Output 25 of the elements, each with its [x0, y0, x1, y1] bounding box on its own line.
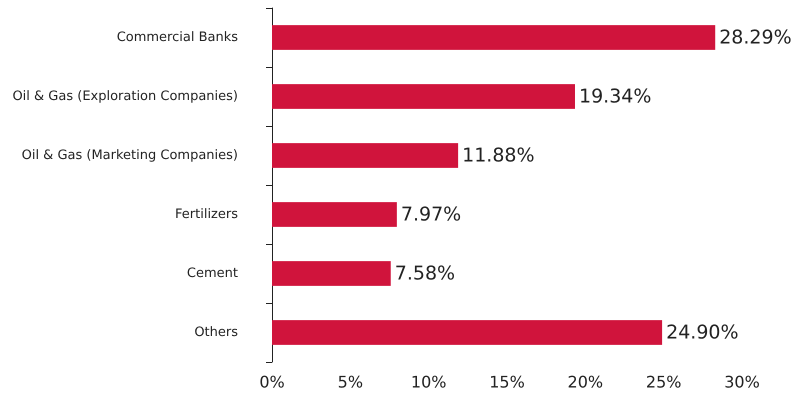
y-tick-label: Others — [194, 325, 238, 340]
data-label: 28.29% — [719, 26, 792, 48]
bar — [272, 320, 662, 345]
bar — [272, 84, 575, 109]
data-label: 19.34% — [578, 86, 652, 108]
bar — [272, 202, 397, 227]
x-tick-label: 25% — [646, 372, 682, 392]
x-tick-label: 0% — [259, 372, 285, 392]
data-label: 24.90% — [666, 322, 739, 344]
data-label: 7.58% — [394, 262, 456, 284]
data-label: 7.97% — [400, 204, 462, 226]
bar — [272, 261, 391, 286]
y-tick-label: Fertilizers — [175, 207, 238, 222]
x-tick-label: 5% — [338, 372, 364, 392]
data-label: 11.88% — [462, 144, 535, 166]
y-tick-label: Oil & Gas (Exploration Companies) — [12, 89, 238, 104]
x-tick-label: 15% — [489, 372, 525, 392]
x-tick-label: 30% — [724, 372, 760, 392]
bar — [272, 25, 716, 50]
y-tick-label: Oil & Gas (Marketing Companies) — [22, 148, 238, 163]
x-tick-label: 20% — [568, 372, 604, 392]
y-tick-label: Cement — [186, 266, 238, 281]
x-tick-label: 10% — [410, 372, 446, 392]
bar — [272, 143, 458, 168]
y-tick-label: Commercial Banks — [116, 30, 238, 45]
